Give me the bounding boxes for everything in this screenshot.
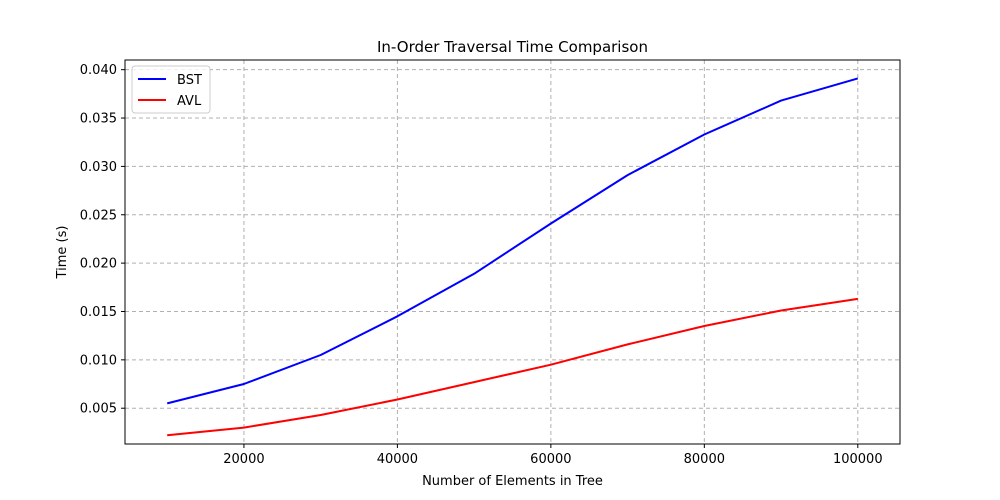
x-axis-label: Number of Elements in Tree <box>422 474 603 489</box>
y-axis-label: Time (s) <box>55 226 70 280</box>
x-tick-label: 80000 <box>684 452 725 467</box>
x-tick-label: 60000 <box>530 452 571 467</box>
x-tick-label: 100000 <box>833 452 883 467</box>
grid-layer <box>125 60 900 444</box>
y-tick-label: 0.040 <box>80 63 117 78</box>
legend-box <box>131 65 211 114</box>
series-line-avl <box>167 297 858 437</box>
y-tick-label: 0.035 <box>80 112 117 127</box>
y-tick-label: 0.010 <box>80 353 117 368</box>
y-tick-label: 0.015 <box>80 305 117 320</box>
series-layer <box>166 77 859 437</box>
y-tick-label: 0.025 <box>80 208 117 223</box>
series-line-bst <box>166 77 859 405</box>
y-tick-label: 0.020 <box>80 257 117 272</box>
tick-layer: 20000 40000 60000 80000 100000 0.005 0.010 0.01… <box>80 63 883 467</box>
legend-label-bst: BST <box>177 73 202 88</box>
plot-frame <box>124 59 901 445</box>
x-tick-label: 20000 <box>223 452 264 467</box>
x-tick-label: 40000 <box>377 452 418 467</box>
y-tick-label: 0.030 <box>80 160 117 175</box>
legend: BST AVL <box>131 65 211 114</box>
chart-title: In-Order Traversal Time Comparison <box>377 38 648 56</box>
legend-label-avl: AVL <box>177 94 202 109</box>
y-tick-label: 0.005 <box>80 402 117 417</box>
